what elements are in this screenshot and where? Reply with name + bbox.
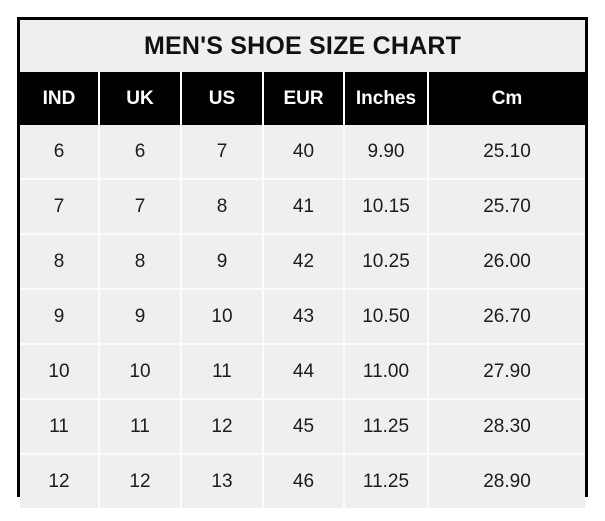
cell-ind: 8 [20, 234, 100, 290]
cell-eur: 42 [263, 234, 345, 290]
chart-title-band: MEN'S SHOE SIZE CHART [20, 20, 585, 72]
cell-cm: 25.10 [428, 125, 585, 180]
cell-inches: 11.25 [344, 454, 429, 508]
cell-ind: 9 [20, 289, 100, 345]
cell-uk: 7 [99, 179, 182, 235]
cell-us: 13 [181, 454, 264, 508]
table-row: 9 9 10 43 10.50 26.70 [20, 289, 585, 345]
table-row: 10 10 11 44 11.00 27.90 [20, 344, 585, 400]
column-header-inches: Inches [344, 72, 429, 125]
cell-eur: 46 [263, 454, 345, 508]
shoe-size-table: IND UK US EUR Inches Cm 6 6 7 40 9.90 25… [20, 72, 585, 508]
cell-eur: 41 [263, 179, 345, 235]
cell-us: 7 [181, 125, 264, 180]
cell-us: 11 [181, 344, 264, 400]
cell-inches: 10.25 [344, 234, 429, 290]
cell-cm: 26.00 [428, 234, 585, 290]
cell-cm: 28.30 [428, 399, 585, 455]
cell-inches: 9.90 [344, 125, 429, 180]
table-header: IND UK US EUR Inches Cm [20, 72, 585, 125]
cell-uk: 12 [99, 454, 182, 508]
cell-inches: 11.00 [344, 344, 429, 400]
table-row: 12 12 13 46 11.25 28.90 [20, 454, 585, 508]
table-row: 11 11 12 45 11.25 28.30 [20, 399, 585, 455]
cell-us: 10 [181, 289, 264, 345]
column-header-eur: EUR [263, 72, 345, 125]
column-header-us: US [181, 72, 264, 125]
column-header-cm: Cm [428, 72, 585, 125]
cell-cm: 28.90 [428, 454, 585, 508]
cell-inches: 10.15 [344, 179, 429, 235]
cell-uk: 11 [99, 399, 182, 455]
cell-ind: 11 [20, 399, 100, 455]
cell-ind: 12 [20, 454, 100, 508]
cell-us: 12 [181, 399, 264, 455]
cell-uk: 6 [99, 125, 182, 180]
cell-cm: 26.70 [428, 289, 585, 345]
cell-ind: 10 [20, 344, 100, 400]
cell-uk: 8 [99, 234, 182, 290]
cell-eur: 40 [263, 125, 345, 180]
page-title: MEN'S SHOE SIZE CHART [143, 31, 462, 60]
cell-eur: 43 [263, 289, 345, 345]
cell-ind: 7 [20, 179, 100, 235]
cell-us: 8 [181, 179, 264, 235]
table-row: 6 6 7 40 9.90 25.10 [20, 125, 585, 180]
cell-ind: 6 [20, 125, 100, 180]
cell-eur: 45 [263, 399, 345, 455]
cell-eur: 44 [263, 344, 345, 400]
column-header-uk: UK [99, 72, 182, 125]
cell-us: 9 [181, 234, 264, 290]
cell-cm: 27.90 [428, 344, 585, 400]
column-header-ind: IND [20, 72, 100, 125]
cell-cm: 25.70 [428, 179, 585, 235]
table-row: 8 8 9 42 10.25 26.00 [20, 234, 585, 290]
size-chart-container: MEN'S SHOE SIZE CHART IND UK US EUR Inch… [17, 17, 588, 508]
cell-uk: 9 [99, 289, 182, 345]
cell-inches: 11.25 [344, 399, 429, 455]
cell-inches: 10.50 [344, 289, 429, 345]
table-row: 7 7 8 41 10.15 25.70 [20, 179, 585, 235]
table-header-row: IND UK US EUR Inches Cm [20, 72, 585, 125]
cell-uk: 10 [99, 344, 182, 400]
table-body: 6 6 7 40 9.90 25.10 7 7 8 41 10.15 25.70… [20, 125, 585, 508]
